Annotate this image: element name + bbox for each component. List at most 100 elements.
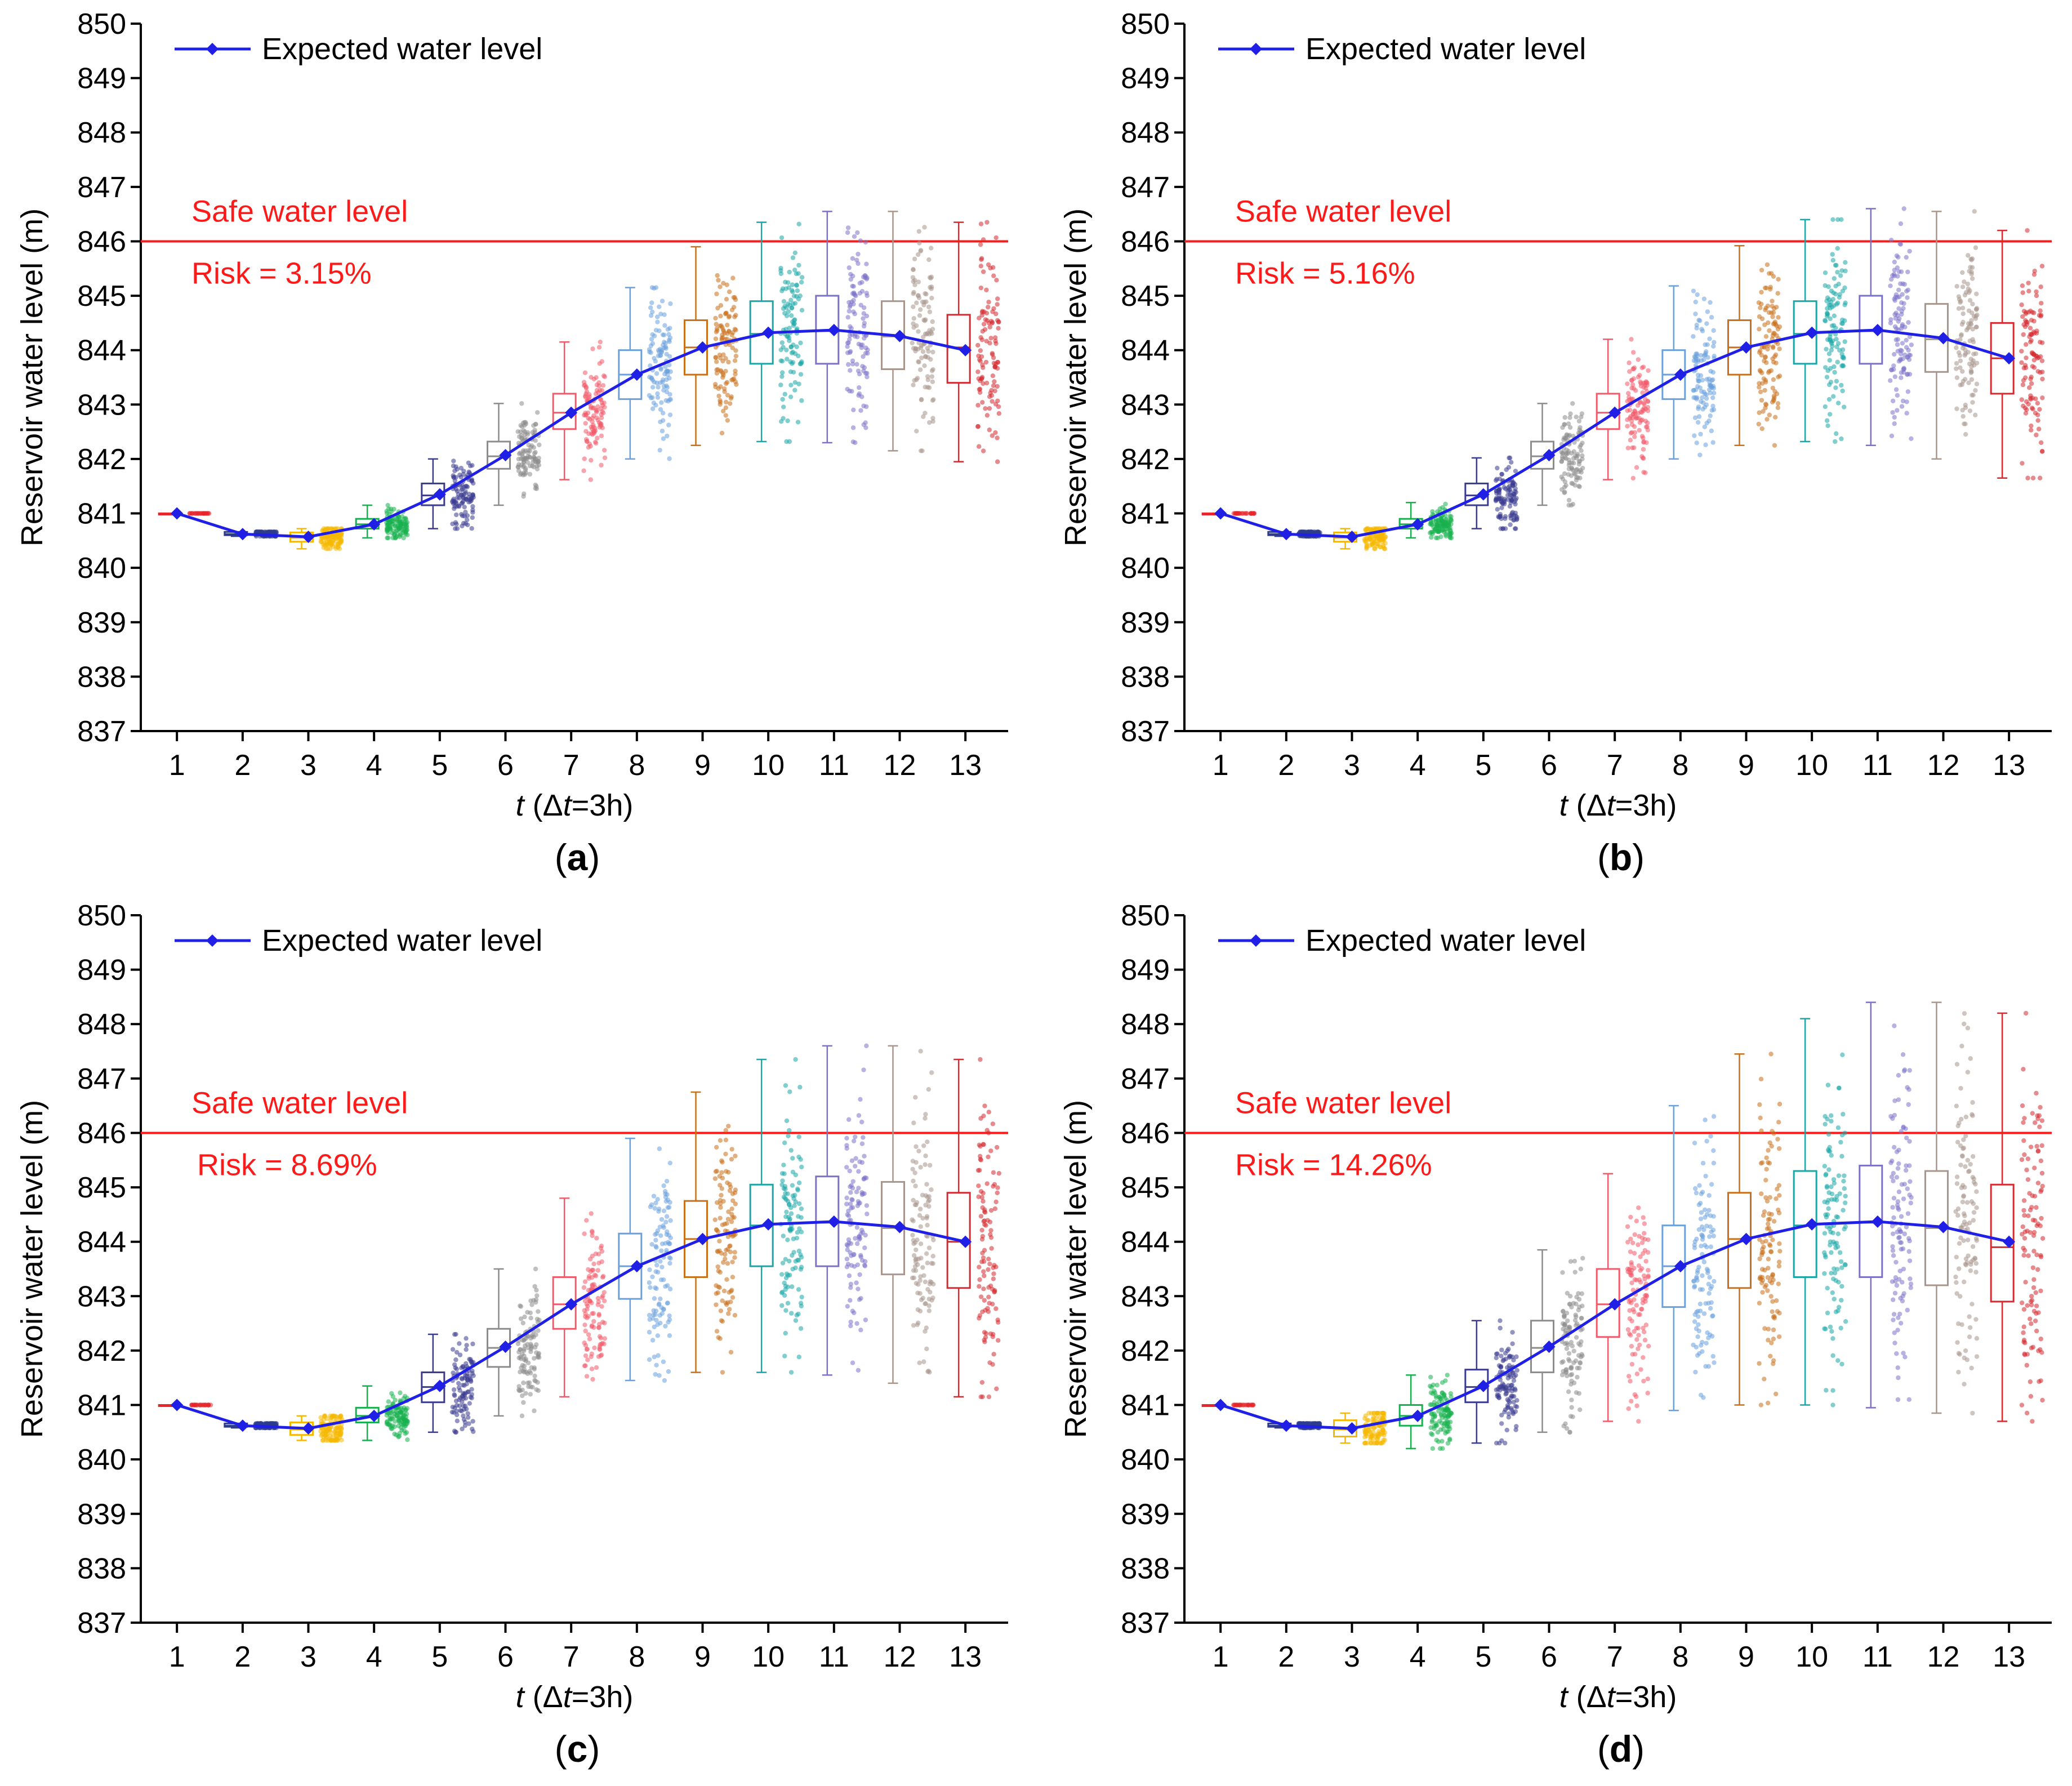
y-tick-label: 839 (77, 607, 126, 639)
sample-dot (990, 320, 995, 325)
sample-dot (1625, 399, 1630, 404)
sample-dot (1829, 288, 1834, 293)
sample-dot (1631, 386, 1637, 391)
sample-dot (1901, 206, 1906, 211)
sample-dot (582, 456, 587, 461)
sample-dot (719, 1170, 724, 1175)
sample-dot (981, 1142, 986, 1147)
sample-dot (1643, 470, 1648, 475)
sample-dot (330, 527, 335, 532)
sample-dot (2029, 318, 2034, 323)
sample-dot (268, 1422, 273, 1427)
caption-open: ( (555, 1728, 567, 1770)
sample-dot (198, 1402, 203, 1408)
sample-dot (1693, 311, 1698, 317)
x-tick-label: 12 (1927, 1641, 1960, 1673)
sample-dot (320, 528, 326, 533)
sample-dot (853, 1164, 858, 1169)
sample-dot (658, 1320, 663, 1326)
expected-point (302, 1422, 315, 1435)
sample-dot (1895, 337, 1900, 342)
sample-dot (987, 406, 992, 411)
sample-dot (467, 1357, 472, 1362)
sample-dot (206, 1402, 211, 1408)
sample-dot (848, 1319, 853, 1325)
sample-dot (1759, 381, 1765, 386)
sample-dot (779, 1272, 785, 1277)
sample-dot (1429, 535, 1434, 540)
sample-dot (1824, 346, 1829, 352)
x-tick-label: 8 (1672, 749, 1688, 782)
sample-dot (847, 333, 853, 338)
sample-dot (917, 1308, 923, 1314)
sample-dot (729, 1219, 734, 1224)
sample-dot (779, 1182, 785, 1187)
x-tick-label: 11 (819, 1641, 849, 1673)
sample-dot (977, 1316, 982, 1321)
sample-dot (599, 462, 604, 468)
sample-dot (404, 1406, 410, 1411)
sample-dot (662, 312, 667, 317)
x-tick-label: 3 (300, 749, 317, 782)
sample-dot (1640, 407, 1646, 412)
sample-dot (602, 404, 607, 410)
sample-dot (1963, 351, 1968, 357)
sample-dot (730, 1295, 736, 1300)
sample-dot (390, 1416, 395, 1421)
sample-dot (1703, 342, 1708, 348)
sample-dot (730, 1198, 736, 1203)
sample-dot (983, 406, 988, 411)
sample-dot (861, 316, 866, 321)
x-axis-label-var2: t (563, 1680, 573, 1714)
sample-dot (1888, 378, 1893, 383)
y-tick-label: 846 (77, 225, 126, 258)
sample-dot (796, 381, 801, 386)
sample-dot (712, 1217, 718, 1222)
sample-dot (917, 1291, 923, 1296)
sample-dot (993, 430, 998, 435)
sample-dot (930, 398, 935, 403)
sample-dot (1963, 402, 1968, 408)
sample-dot (911, 291, 916, 296)
sample-dot (1695, 357, 1701, 362)
legend-marker (206, 934, 219, 947)
sample-dot (1445, 529, 1450, 535)
sample-dot (926, 257, 932, 262)
sample-dot (918, 1241, 924, 1246)
sample-dot (846, 1237, 852, 1242)
sample-dot (923, 411, 928, 416)
sample-dot (601, 448, 607, 453)
sample-dot (788, 359, 793, 364)
sample-dot (723, 413, 728, 418)
sample-dot (729, 1147, 734, 1152)
expected-point (565, 1298, 578, 1311)
sample-dot (2021, 378, 2026, 383)
sample-dot (794, 1236, 800, 1241)
x-tick-label: 10 (1795, 1641, 1828, 1673)
sample-dot (911, 1237, 916, 1243)
sample-dot (793, 1318, 799, 1323)
sample-dot (1824, 418, 1830, 423)
sample-dot (2020, 461, 2025, 466)
sample-dot (1500, 526, 1505, 531)
sample-dot (1889, 367, 1894, 373)
sample-dot (1762, 388, 1767, 393)
expected-point (827, 323, 840, 336)
sample-dot (457, 1403, 462, 1409)
sample-dot (1691, 288, 1696, 293)
sample-dot (2019, 360, 2024, 365)
sample-dot (978, 1057, 983, 1062)
sample-dot (913, 1268, 919, 1273)
sample-dot (1965, 281, 1971, 287)
sample-dot (533, 456, 538, 461)
x-tick-label: 10 (752, 1641, 785, 1673)
sample-dot (402, 1393, 408, 1399)
sample-dot (598, 1353, 603, 1359)
sample-dot (714, 1144, 719, 1150)
sample-dot (715, 1249, 720, 1254)
sample-dot (1824, 375, 1830, 380)
sample-dot (599, 433, 604, 439)
sample-dot (782, 1196, 788, 1201)
sample-dot (995, 459, 1000, 464)
sample-dot (1899, 375, 1904, 380)
